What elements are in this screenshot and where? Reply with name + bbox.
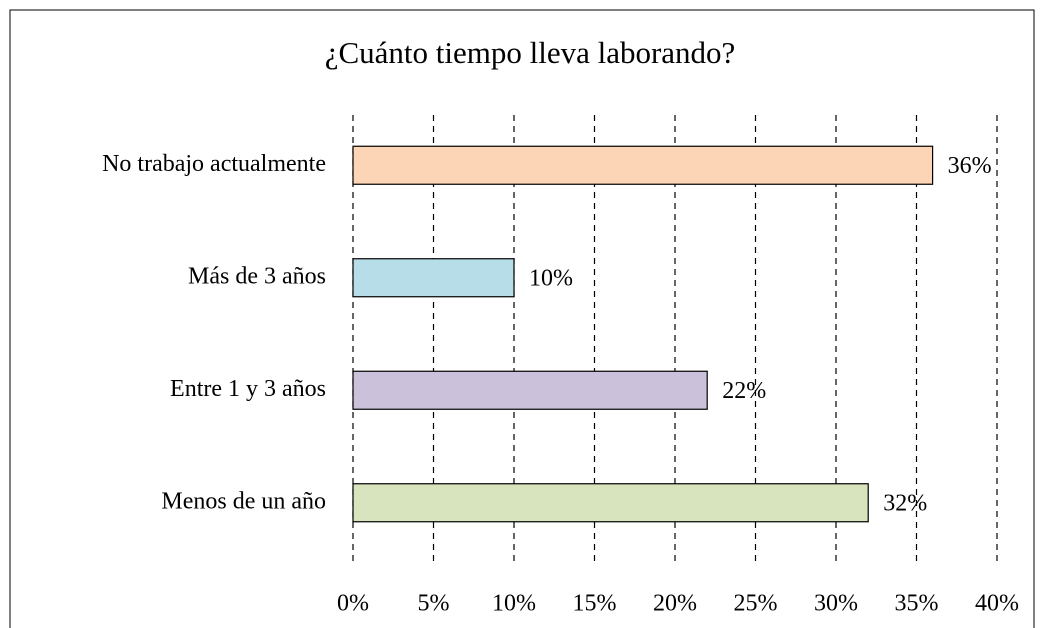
x-tick-label: 5% xyxy=(418,591,450,617)
x-tick-label: 10% xyxy=(492,591,536,617)
x-tick-label: 35% xyxy=(895,591,939,617)
y-tick-label: Entre 1 y 3 años xyxy=(170,376,326,402)
frame xyxy=(9,9,1035,628)
bar xyxy=(352,370,708,410)
value-label: 32% xyxy=(883,490,927,516)
x-tick-label: 15% xyxy=(573,591,617,617)
x-tick-label: 30% xyxy=(814,591,858,617)
x-tick-label: 25% xyxy=(734,591,778,617)
bar xyxy=(352,483,869,523)
y-tick-label: No trabajo actualmente xyxy=(102,151,326,177)
x-tick-label: 20% xyxy=(653,591,697,617)
value-label: 10% xyxy=(529,265,573,291)
x-tick-label: 0% xyxy=(337,591,369,617)
value-label: 22% xyxy=(722,378,766,404)
bar xyxy=(352,145,934,185)
chart-title: ¿Cuánto tiempo lleva laborando? xyxy=(325,35,736,70)
y-tick-label: Menos de un año xyxy=(161,488,326,514)
bar xyxy=(352,258,515,298)
y-tick-label: Más de 3 años xyxy=(188,263,326,289)
x-tick-label: 40% xyxy=(975,591,1019,617)
value-label: 36% xyxy=(948,153,992,179)
